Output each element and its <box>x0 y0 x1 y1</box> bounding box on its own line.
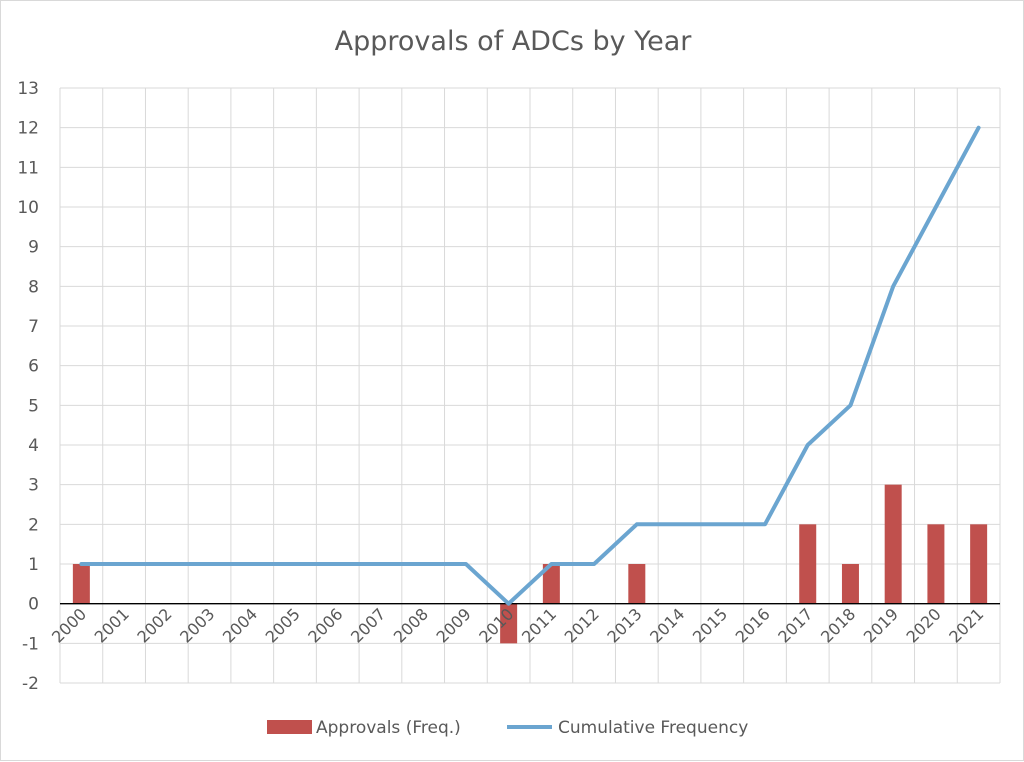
y-tick-label: 9 <box>28 238 39 258</box>
x-tick-label: 2015 <box>689 604 731 646</box>
x-tick-label: 2006 <box>304 604 346 646</box>
line-cumulative-frequency <box>79 125 981 606</box>
bar-2018 <box>841 564 859 604</box>
x-tick-label: 2001 <box>91 604 133 646</box>
y-tick-label: 5 <box>28 396 39 416</box>
bar-2020 <box>927 524 945 604</box>
line-series <box>79 125 981 606</box>
y-tick-label: 12 <box>17 119 39 139</box>
x-tick-label: 2011 <box>518 604 560 646</box>
y-tick-label: -2 <box>22 674 39 694</box>
x-tick-label: 2005 <box>262 604 304 646</box>
x-tick-label: 2002 <box>133 604 175 646</box>
y-tick-label: 8 <box>28 277 39 297</box>
y-tick-label: 11 <box>17 158 39 178</box>
legend-label-cumulative: Cumulative Frequency <box>558 718 748 738</box>
x-tick-label: 2018 <box>817 604 859 646</box>
x-tick-label: 2013 <box>603 604 645 646</box>
bar-2019 <box>884 484 902 604</box>
x-tick-label: 2020 <box>903 604 945 646</box>
x-tick-label: 2021 <box>945 604 987 646</box>
bar-2000 <box>72 564 90 604</box>
x-tick-label: 2019 <box>860 604 902 646</box>
bar-2011 <box>542 564 560 604</box>
y-tick-label: 3 <box>28 476 39 496</box>
bar-2013 <box>628 564 646 604</box>
x-tick-label: 2016 <box>732 604 774 646</box>
x-tick-label: 2003 <box>176 604 218 646</box>
x-tick-label: 2012 <box>561 604 603 646</box>
x-tick-label: 2000 <box>48 604 90 646</box>
bar-series <box>72 484 988 644</box>
x-tick-label: 2004 <box>219 604 261 646</box>
legend-swatch-approvals <box>267 720 312 734</box>
y-tick-label: 13 <box>17 79 39 99</box>
y-tick-label: 6 <box>28 357 39 377</box>
x-tick-label: 2008 <box>390 604 432 646</box>
x-axis-ticks: 2000 2001 2002 2003 2004 2005 2006 2007 2008 2009… <box>48 604 988 646</box>
chart-title: Approvals of ADCs by Year <box>335 26 693 57</box>
bar-2010 <box>500 603 518 644</box>
legend: Approvals (Freq.) Cumulative Frequency <box>267 718 748 738</box>
y-tick-label: 2 <box>28 515 39 535</box>
x-tick-label: 2014 <box>646 604 688 646</box>
bar-2017 <box>799 524 817 604</box>
y-tick-label: 0 <box>28 595 39 615</box>
y-tick-label: 4 <box>28 436 39 456</box>
bar-2021 <box>970 524 988 604</box>
y-tick-label: 10 <box>17 198 39 218</box>
legend-label-approvals: Approvals (Freq.) <box>316 718 461 738</box>
x-tick-label: 2007 <box>347 604 389 646</box>
x-tick-label: 2017 <box>774 604 816 646</box>
gridlines <box>59 87 1001 684</box>
y-tick-label: -1 <box>22 634 39 654</box>
y-tick-label: 7 <box>28 317 39 337</box>
x-tick-label: 2009 <box>433 604 475 646</box>
y-tick-label: 1 <box>28 555 39 575</box>
